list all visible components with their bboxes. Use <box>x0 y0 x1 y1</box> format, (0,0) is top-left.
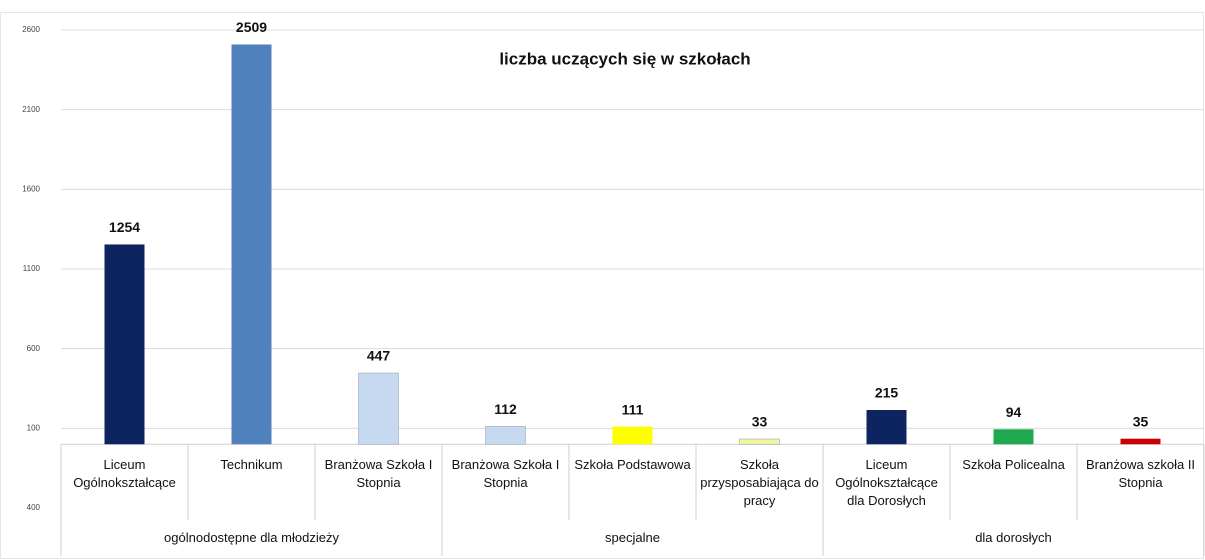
x-tick-label: Szkoła Policealna <box>962 457 1065 473</box>
x-tick-label: Technikum <box>220 457 283 473</box>
y-tick-label: 2600 <box>22 25 40 34</box>
value-label: 112 <box>494 401 517 417</box>
group-label: ogólnodostępne dla młodzieży <box>164 530 339 545</box>
bar <box>612 426 653 445</box>
bar <box>104 244 145 445</box>
y-tick-label: 100 <box>27 423 41 432</box>
x-tick-label: Branżowa szkoła II Stopnia <box>1085 457 1196 491</box>
y-tick-label: 400 <box>27 503 41 512</box>
chart-title: liczba uczących się w szkołach <box>499 49 750 68</box>
x-tick-label: Branżowa Szkoła I Stopnia <box>451 457 560 491</box>
bar <box>358 372 399 445</box>
x-tick-label: Szkoła Podstawowa <box>574 457 691 473</box>
bar <box>1120 438 1161 445</box>
y-tick-label: 600 <box>27 344 41 353</box>
y-tick-label: 2100 <box>22 105 40 114</box>
group-label: specjalne <box>605 530 660 545</box>
value-label: 94 <box>1006 404 1022 420</box>
x-tick-label: Branżowa Szkoła I Stopnia <box>324 457 433 491</box>
bar <box>993 429 1034 445</box>
value-label: 33 <box>752 414 768 430</box>
bar <box>485 426 526 445</box>
value-label: 447 <box>367 348 391 364</box>
group-label: dla dorosłych <box>975 530 1052 545</box>
y-tick-label: 1100 <box>23 264 41 273</box>
bar <box>739 438 780 445</box>
frame <box>0 12 1204 559</box>
value-label: 2509 <box>236 19 267 35</box>
bar <box>231 44 272 445</box>
x-tick-label: Liceum Ogólnokształcące <box>73 457 176 491</box>
x-tick-label: Liceum Ogólnokształcące dla Dorosłych <box>835 457 938 509</box>
value-label: 35 <box>1133 413 1149 429</box>
value-label: 111 <box>622 401 644 417</box>
value-label: 215 <box>875 385 899 401</box>
value-label: 1254 <box>109 219 140 235</box>
x-tick-label: Szkoła przysposabiająca do pracy <box>700 457 819 509</box>
bar <box>866 410 907 445</box>
y-tick-label: 1600 <box>22 184 40 193</box>
